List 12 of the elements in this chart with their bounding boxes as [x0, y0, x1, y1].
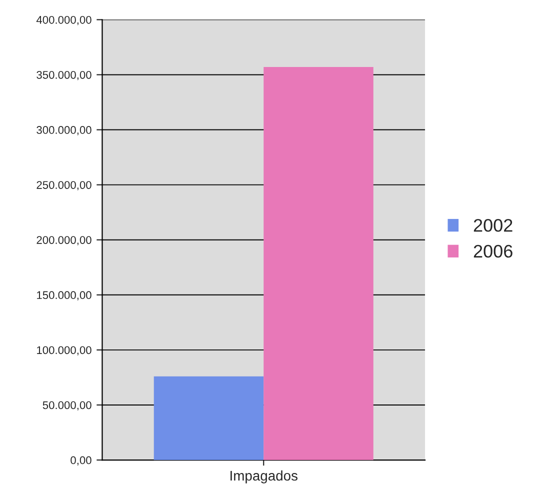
y-tick-label: 350.000,00 [36, 70, 92, 80]
y-tick-label: 150.000,00 [37, 291, 92, 300]
y-tick-label: 200.000,00 [36, 236, 92, 246]
legend-label: 2006 [474, 244, 512, 258]
legend-label: 2002 [474, 218, 512, 232]
x-tick-label: Impagados [230, 470, 298, 484]
y-tick-label: 100.000,00 [37, 346, 92, 356]
y-tick-label: 400.000,00 [36, 16, 92, 26]
y-tick-label: 300.000,00 [36, 126, 92, 136]
y-tick-label: 250.000,00 [36, 181, 92, 190]
y-tick-label: 0,00 [70, 456, 92, 466]
y-tick-label: 50.000,00 [42, 401, 92, 410]
